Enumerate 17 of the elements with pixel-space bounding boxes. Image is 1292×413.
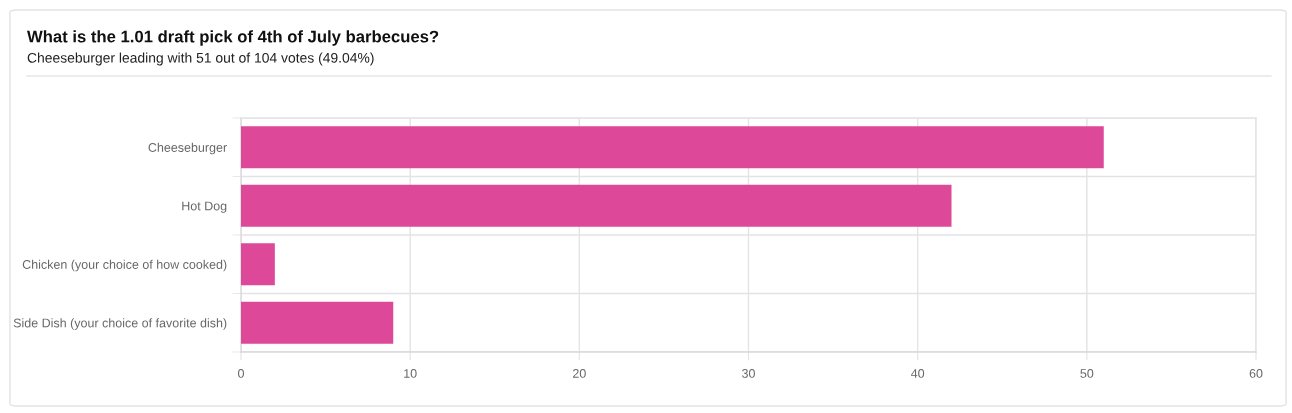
y-tick-label: Side Dish (your choice of favorite dish)	[13, 318, 227, 330]
chart-subtitle: Cheeseburger leading with 51 out of 104 votes (49.04%)	[27, 52, 374, 66]
bar	[241, 184, 952, 227]
y-tick-label: Chicken (your choice of how cooked)	[22, 259, 227, 272]
x-tick-label: 50	[1080, 369, 1094, 378]
bar	[241, 126, 1104, 169]
y-tick-label: Cheeseburger	[148, 142, 227, 155]
bar	[241, 243, 275, 286]
x-tick-label: 20	[573, 369, 586, 378]
bar	[241, 301, 394, 344]
x-tick-label: 60	[1249, 369, 1263, 378]
x-tick-label: 30	[742, 369, 755, 378]
x-tick-label: 0	[238, 369, 244, 378]
x-tick-label: 10	[404, 369, 417, 378]
chart-title: What is the 1.01 draft pick of 4th of July barbecues?	[27, 30, 439, 46]
y-tick-label: Hot Dog	[182, 201, 227, 213]
x-tick-label: 40	[911, 369, 925, 378]
